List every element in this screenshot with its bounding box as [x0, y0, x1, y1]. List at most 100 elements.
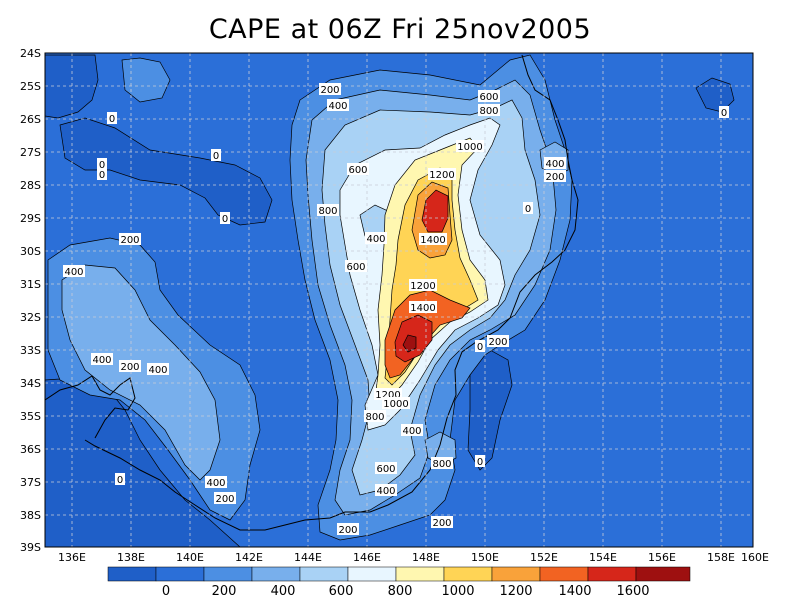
colorbar-swatch [443, 566, 493, 582]
lat-label: 30S [20, 245, 41, 258]
svg-text:200: 200 [432, 518, 451, 529]
contour-label: 400 [401, 424, 423, 437]
contour-label: 0 [115, 473, 125, 486]
svg-text:400: 400 [148, 365, 167, 376]
contour-label: 200 [319, 83, 341, 96]
svg-text:400: 400 [545, 159, 564, 170]
svg-text:200: 200 [338, 525, 357, 536]
contour-200-north [121, 57, 171, 103]
coastline [45, 54, 579, 531]
lon-label: 152E [530, 551, 558, 564]
contour-label: 0 [97, 158, 107, 171]
hole-400-south [424, 431, 457, 466]
colorbar-label: 1200 [499, 584, 532, 599]
contour-label: 600 [478, 90, 500, 103]
lat-label: 35S [20, 410, 41, 423]
contour-label: 800 [478, 104, 500, 117]
colorbar-swatch [395, 566, 445, 582]
contour-label: 400 [375, 484, 397, 497]
colorbar-label: 1600 [616, 584, 649, 599]
colorbar-label: 0 [162, 584, 170, 599]
svg-text:400: 400 [64, 267, 83, 278]
map-field [45, 53, 753, 547]
contour-label: 600 [375, 462, 397, 475]
svg-text:200: 200 [120, 235, 139, 246]
contour-label: 0 [97, 168, 107, 181]
svg-text:400: 400 [366, 234, 385, 245]
lon-label: 136E [58, 551, 86, 564]
lon-label: 140E [176, 551, 204, 564]
svg-text:1400: 1400 [410, 303, 435, 314]
lat-label: 36S [20, 443, 41, 456]
chart-title: CAPE at 06Z Fri 25nov2005 [208, 14, 592, 45]
svg-text:1200: 1200 [375, 390, 400, 401]
lon-label: 150E [471, 551, 499, 564]
contour-labels: 200 400 0 600 800 0 0 0 0 1000 400 600 1… [63, 83, 729, 536]
svg-text:200: 200 [488, 337, 507, 348]
lon-label: 160E [741, 551, 769, 564]
lon-label: 156E [648, 551, 676, 564]
colorbar-label: 1400 [558, 584, 591, 599]
contour-label: 0 [475, 340, 485, 353]
contour-label: 0 [220, 212, 230, 225]
svg-text:0: 0 [525, 204, 531, 215]
contour-label: 0 [211, 149, 221, 162]
contour-label: 400 [544, 157, 566, 170]
svg-text:800: 800 [318, 206, 337, 217]
lon-label: 148E [412, 551, 440, 564]
contour-label: 200 [119, 360, 141, 373]
latitude-labels: 24S 25S 26S 27S 28S 29S 30S 31S 32S 33S … [20, 47, 41, 554]
contour-label: 800 [317, 204, 339, 217]
colorbar-swatch [299, 566, 349, 582]
svg-text:200: 200 [545, 172, 564, 183]
colorbar-swatch [107, 566, 157, 582]
colorbar-swatch [203, 566, 253, 582]
contour-label: 0 [523, 202, 533, 215]
svg-text:0: 0 [109, 114, 115, 125]
contour-label: 400 [63, 265, 85, 278]
svg-text:600: 600 [376, 464, 395, 475]
svg-text:1000: 1000 [383, 399, 408, 410]
lon-label: 146E [353, 551, 381, 564]
colorbar-label: 1000 [441, 584, 474, 599]
contour-label: 400 [327, 99, 349, 112]
colorbar-swatch [587, 566, 637, 582]
svg-text:400: 400 [328, 101, 347, 112]
colorbar-label: 800 [388, 584, 413, 599]
lat-label: 24S [20, 47, 41, 60]
svg-text:0: 0 [721, 108, 727, 119]
contour-label: 400 [147, 363, 169, 376]
contour-label: 600 [345, 260, 367, 273]
contour-400-west [61, 264, 221, 481]
colorbar-label: 200 [212, 584, 237, 599]
lat-label: 25S [20, 80, 41, 93]
svg-text:200: 200 [215, 494, 234, 505]
colorbar-swatch [635, 566, 691, 582]
contour-1600-north [421, 189, 449, 233]
svg-text:800: 800 [479, 106, 498, 117]
plot-frame [44, 52, 754, 548]
svg-text:600: 600 [346, 262, 365, 273]
contour-label: 600 [347, 163, 369, 176]
colorbar: 0 200 400 600 800 1000 1200 1400 1600 [107, 566, 691, 599]
svg-text:400: 400 [92, 355, 111, 366]
svg-text:0: 0 [99, 160, 105, 171]
svg-text:1200: 1200 [410, 281, 435, 292]
lon-label: 154E [589, 551, 617, 564]
colorbar-label: 400 [271, 584, 296, 599]
dark-region-ne [695, 77, 735, 113]
grid-lines [45, 53, 753, 547]
lat-label: 37S [20, 476, 41, 489]
svg-text:400: 400 [402, 426, 421, 437]
contour-max-south [402, 334, 417, 353]
colorbar-swatch [491, 566, 541, 582]
lat-label: 39S [20, 541, 41, 554]
svg-text:1400: 1400 [420, 235, 445, 246]
contour-label: 1000 [456, 140, 484, 153]
contour-label: 0 [107, 112, 117, 125]
contour-label: 1200 [409, 279, 437, 292]
colorbar-swatch [251, 566, 301, 582]
lat-label: 28S [20, 179, 41, 192]
svg-text:600: 600 [479, 92, 498, 103]
contour-label: 800 [431, 457, 453, 470]
